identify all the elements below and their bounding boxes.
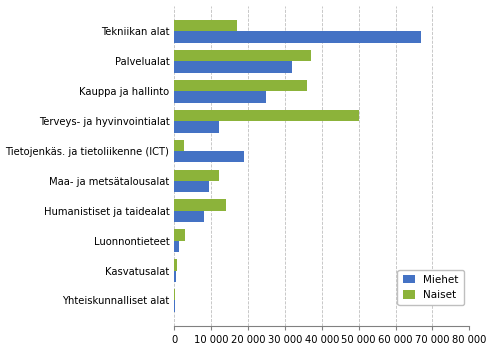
- Bar: [174, 241, 179, 252]
- Bar: [174, 271, 176, 282]
- Bar: [174, 20, 237, 32]
- Bar: [174, 151, 245, 163]
- Bar: [174, 229, 184, 241]
- Bar: [174, 259, 177, 271]
- Bar: [174, 181, 209, 192]
- Bar: [174, 300, 175, 312]
- Bar: [174, 121, 218, 133]
- Legend: Miehet, Naiset: Miehet, Naiset: [398, 270, 464, 305]
- Bar: [174, 32, 421, 43]
- Bar: [174, 170, 218, 181]
- Bar: [174, 289, 175, 300]
- Bar: [174, 91, 267, 102]
- Bar: [174, 110, 359, 121]
- Bar: [174, 199, 226, 211]
- Bar: [174, 50, 311, 61]
- Bar: [174, 211, 204, 222]
- Bar: [174, 140, 184, 151]
- Bar: [174, 61, 292, 73]
- Bar: [174, 80, 307, 91]
